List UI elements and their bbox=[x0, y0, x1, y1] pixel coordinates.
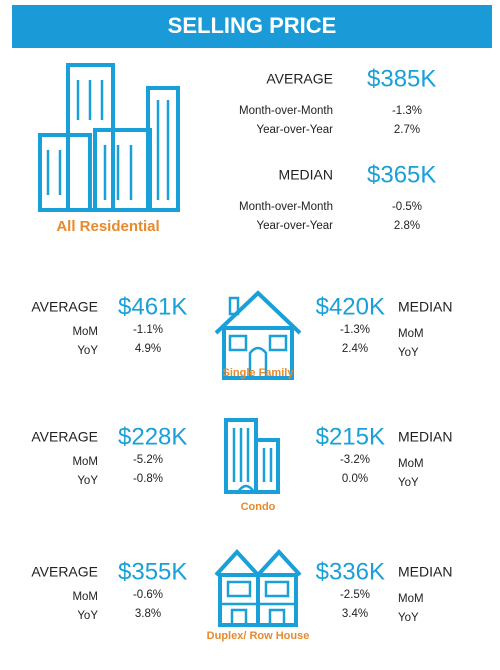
row-label: YoY bbox=[398, 477, 419, 489]
row-label: Year-over-Year bbox=[256, 220, 333, 232]
average-value: $461K bbox=[118, 293, 187, 320]
row-change: 4.9% bbox=[135, 343, 161, 355]
average-value: $355K bbox=[118, 558, 187, 585]
median-label: MEDIAN bbox=[398, 299, 452, 315]
row-label: MoM bbox=[398, 458, 424, 470]
row-label: YoY bbox=[77, 475, 98, 487]
buildings-icon bbox=[38, 63, 180, 212]
row-change: -1.3% bbox=[340, 324, 370, 336]
median-value: $365K bbox=[367, 161, 436, 188]
row-label: YoY bbox=[398, 347, 419, 359]
average-value: $385K bbox=[367, 65, 436, 92]
row-change: -0.5% bbox=[392, 201, 422, 213]
row-label: YoY bbox=[398, 612, 419, 624]
median-value: $336K bbox=[316, 558, 385, 585]
row-label: MoM bbox=[72, 456, 98, 468]
category-label: Condo bbox=[241, 501, 276, 513]
row-label: Month-over-Month bbox=[239, 105, 333, 117]
category-label: Single Family bbox=[223, 367, 295, 379]
row-label: Month-over-Month bbox=[239, 201, 333, 213]
row-label: MoM bbox=[72, 326, 98, 338]
category-label: Duplex/ Row House bbox=[207, 630, 310, 642]
average-label: AVERAGE bbox=[266, 71, 333, 87]
house-icon bbox=[214, 290, 302, 380]
row-change: 2.4% bbox=[342, 343, 368, 355]
row-change: -3.2% bbox=[340, 454, 370, 466]
row-change: -1.1% bbox=[133, 324, 163, 336]
row-change: -2.5% bbox=[340, 589, 370, 601]
row-label: Year-over-Year bbox=[256, 124, 333, 136]
median-value: $420K bbox=[316, 293, 385, 320]
median-value: $215K bbox=[316, 423, 385, 450]
category-label: All Residential bbox=[56, 218, 159, 235]
row-label: MoM bbox=[72, 591, 98, 603]
median-label: MEDIAN bbox=[398, 564, 452, 580]
row-change: 0.0% bbox=[342, 473, 368, 485]
row-change: 2.8% bbox=[394, 220, 420, 232]
row-label: YoY bbox=[77, 610, 98, 622]
row-change: -0.8% bbox=[133, 473, 163, 485]
row-change: -5.2% bbox=[133, 454, 163, 466]
average-label: AVERAGE bbox=[31, 299, 98, 315]
row-change: 3.4% bbox=[342, 608, 368, 620]
row-label: MoM bbox=[398, 328, 424, 340]
average-label: AVERAGE bbox=[31, 429, 98, 445]
median-label: MEDIAN bbox=[279, 167, 333, 183]
row-label: MoM bbox=[398, 593, 424, 605]
row-change: 2.7% bbox=[394, 124, 420, 136]
header-bar bbox=[12, 5, 492, 48]
average-label: AVERAGE bbox=[31, 564, 98, 580]
row-change: -0.6% bbox=[133, 589, 163, 601]
condo-icon bbox=[224, 418, 280, 494]
title: SELLING PRICE bbox=[168, 13, 337, 38]
row-change: 3.8% bbox=[135, 608, 161, 620]
average-value: $228K bbox=[118, 423, 187, 450]
row-change: -1.3% bbox=[392, 105, 422, 117]
row-label: YoY bbox=[77, 345, 98, 357]
median-label: MEDIAN bbox=[398, 429, 452, 445]
rowhouse-icon bbox=[214, 549, 302, 627]
